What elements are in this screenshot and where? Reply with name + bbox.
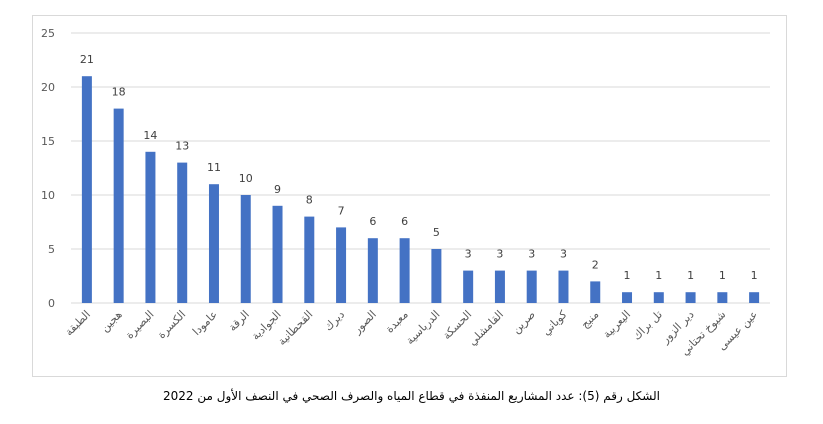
data-label: 1 — [719, 269, 726, 282]
bar — [367, 238, 378, 303]
data-label: 13 — [175, 140, 189, 153]
category-label: كوباني — [540, 307, 571, 338]
data-label: 14 — [143, 129, 157, 142]
bar — [336, 227, 347, 303]
y-tick-label: 25 — [41, 27, 55, 40]
category-label: البصيرة — [123, 308, 157, 342]
category-label: معبدة — [383, 308, 411, 336]
category-label: اليعربية — [600, 308, 633, 341]
bar — [526, 270, 537, 303]
y-tick-label: 15 — [41, 135, 55, 148]
data-label: 7 — [338, 204, 345, 217]
category-label: صرين — [510, 308, 538, 336]
bar — [717, 292, 728, 303]
bar — [653, 292, 664, 303]
data-label: 10 — [239, 172, 253, 185]
data-label: 3 — [560, 248, 567, 261]
category-label: عامودا — [190, 308, 220, 338]
bar — [208, 184, 219, 303]
category-label: منبج — [578, 308, 601, 331]
bar — [272, 205, 283, 303]
bar — [749, 292, 760, 303]
data-label: 6 — [401, 215, 408, 228]
data-label: 18 — [112, 86, 126, 99]
data-label: 1 — [687, 269, 694, 282]
data-label: 5 — [433, 226, 440, 239]
category-label: الكسرة — [155, 308, 188, 341]
data-label: 1 — [655, 269, 662, 282]
category-label: ديرك — [322, 308, 348, 334]
bar — [558, 270, 569, 303]
bar-chart: 051015202521الطبقة18هجين14البصيرة13الكسر… — [41, 27, 770, 358]
data-label: 9 — [274, 183, 281, 196]
data-label: 8 — [306, 194, 313, 207]
chart-area: 0 5 10 15 20 25 21 الطبقة 18 هجين 14 البصيرة 13 الكسر… — [32, 15, 787, 377]
bar — [622, 292, 633, 303]
data-label: 1 — [751, 269, 758, 282]
y-tick-label: 0 — [48, 297, 55, 310]
category-label: الصور — [350, 308, 379, 337]
bar — [177, 162, 188, 303]
data-label: 3 — [496, 248, 503, 261]
data-label: 1 — [624, 269, 631, 282]
bar — [590, 281, 601, 303]
category-label: الدرباسية — [403, 308, 442, 347]
y-tick-label: 10 — [41, 189, 55, 202]
bar — [494, 270, 505, 303]
category-label: الرقة — [226, 308, 252, 334]
bar — [685, 292, 696, 303]
data-label: 3 — [465, 248, 472, 261]
bar — [431, 249, 442, 303]
bar — [463, 270, 474, 303]
category-label: القامشلي — [466, 308, 506, 348]
y-tick-label: 5 — [48, 243, 55, 256]
data-label: 6 — [369, 215, 376, 228]
bar — [113, 108, 124, 303]
bar — [304, 216, 315, 303]
data-label: 21 — [80, 53, 94, 66]
y-tick-label: 20 — [41, 81, 55, 94]
bar — [399, 238, 410, 303]
data-label: 2 — [592, 258, 599, 271]
data-label: 3 — [528, 248, 535, 261]
figure-caption: الشكل رقم (5): عدد المشاريع المنفذة في ق… — [162, 389, 661, 403]
category-label: الطبقة — [62, 308, 93, 339]
category-label: القحطانية — [275, 308, 315, 348]
data-label: 11 — [207, 161, 221, 174]
bar — [145, 151, 156, 303]
bar — [240, 195, 251, 303]
category-label: هجين — [98, 308, 125, 335]
bar — [81, 76, 92, 303]
